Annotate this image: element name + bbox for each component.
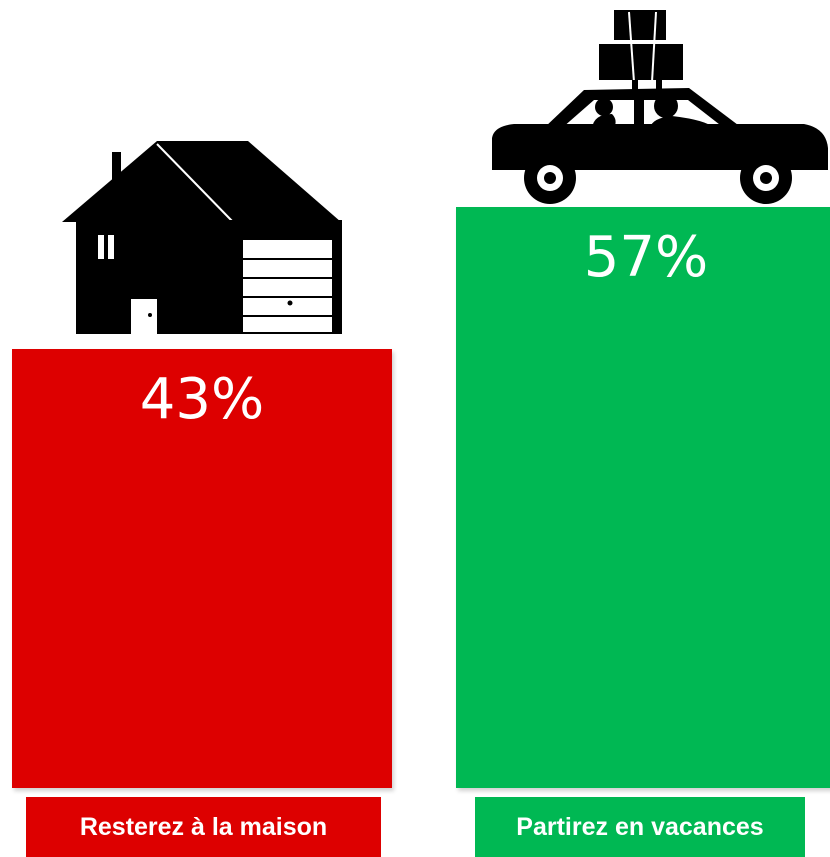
category-label: Resterez à la maison xyxy=(26,797,381,857)
bar-partirez-en-vacances: 57% xyxy=(456,206,830,788)
value-label: 43% xyxy=(139,367,265,433)
car-icon xyxy=(492,10,828,204)
house-icon xyxy=(62,141,342,335)
value-label: 57% xyxy=(583,224,709,290)
category-label: Partirez en vacances xyxy=(475,797,805,857)
bar-resterez-a-la-maison: 43% xyxy=(12,349,392,788)
